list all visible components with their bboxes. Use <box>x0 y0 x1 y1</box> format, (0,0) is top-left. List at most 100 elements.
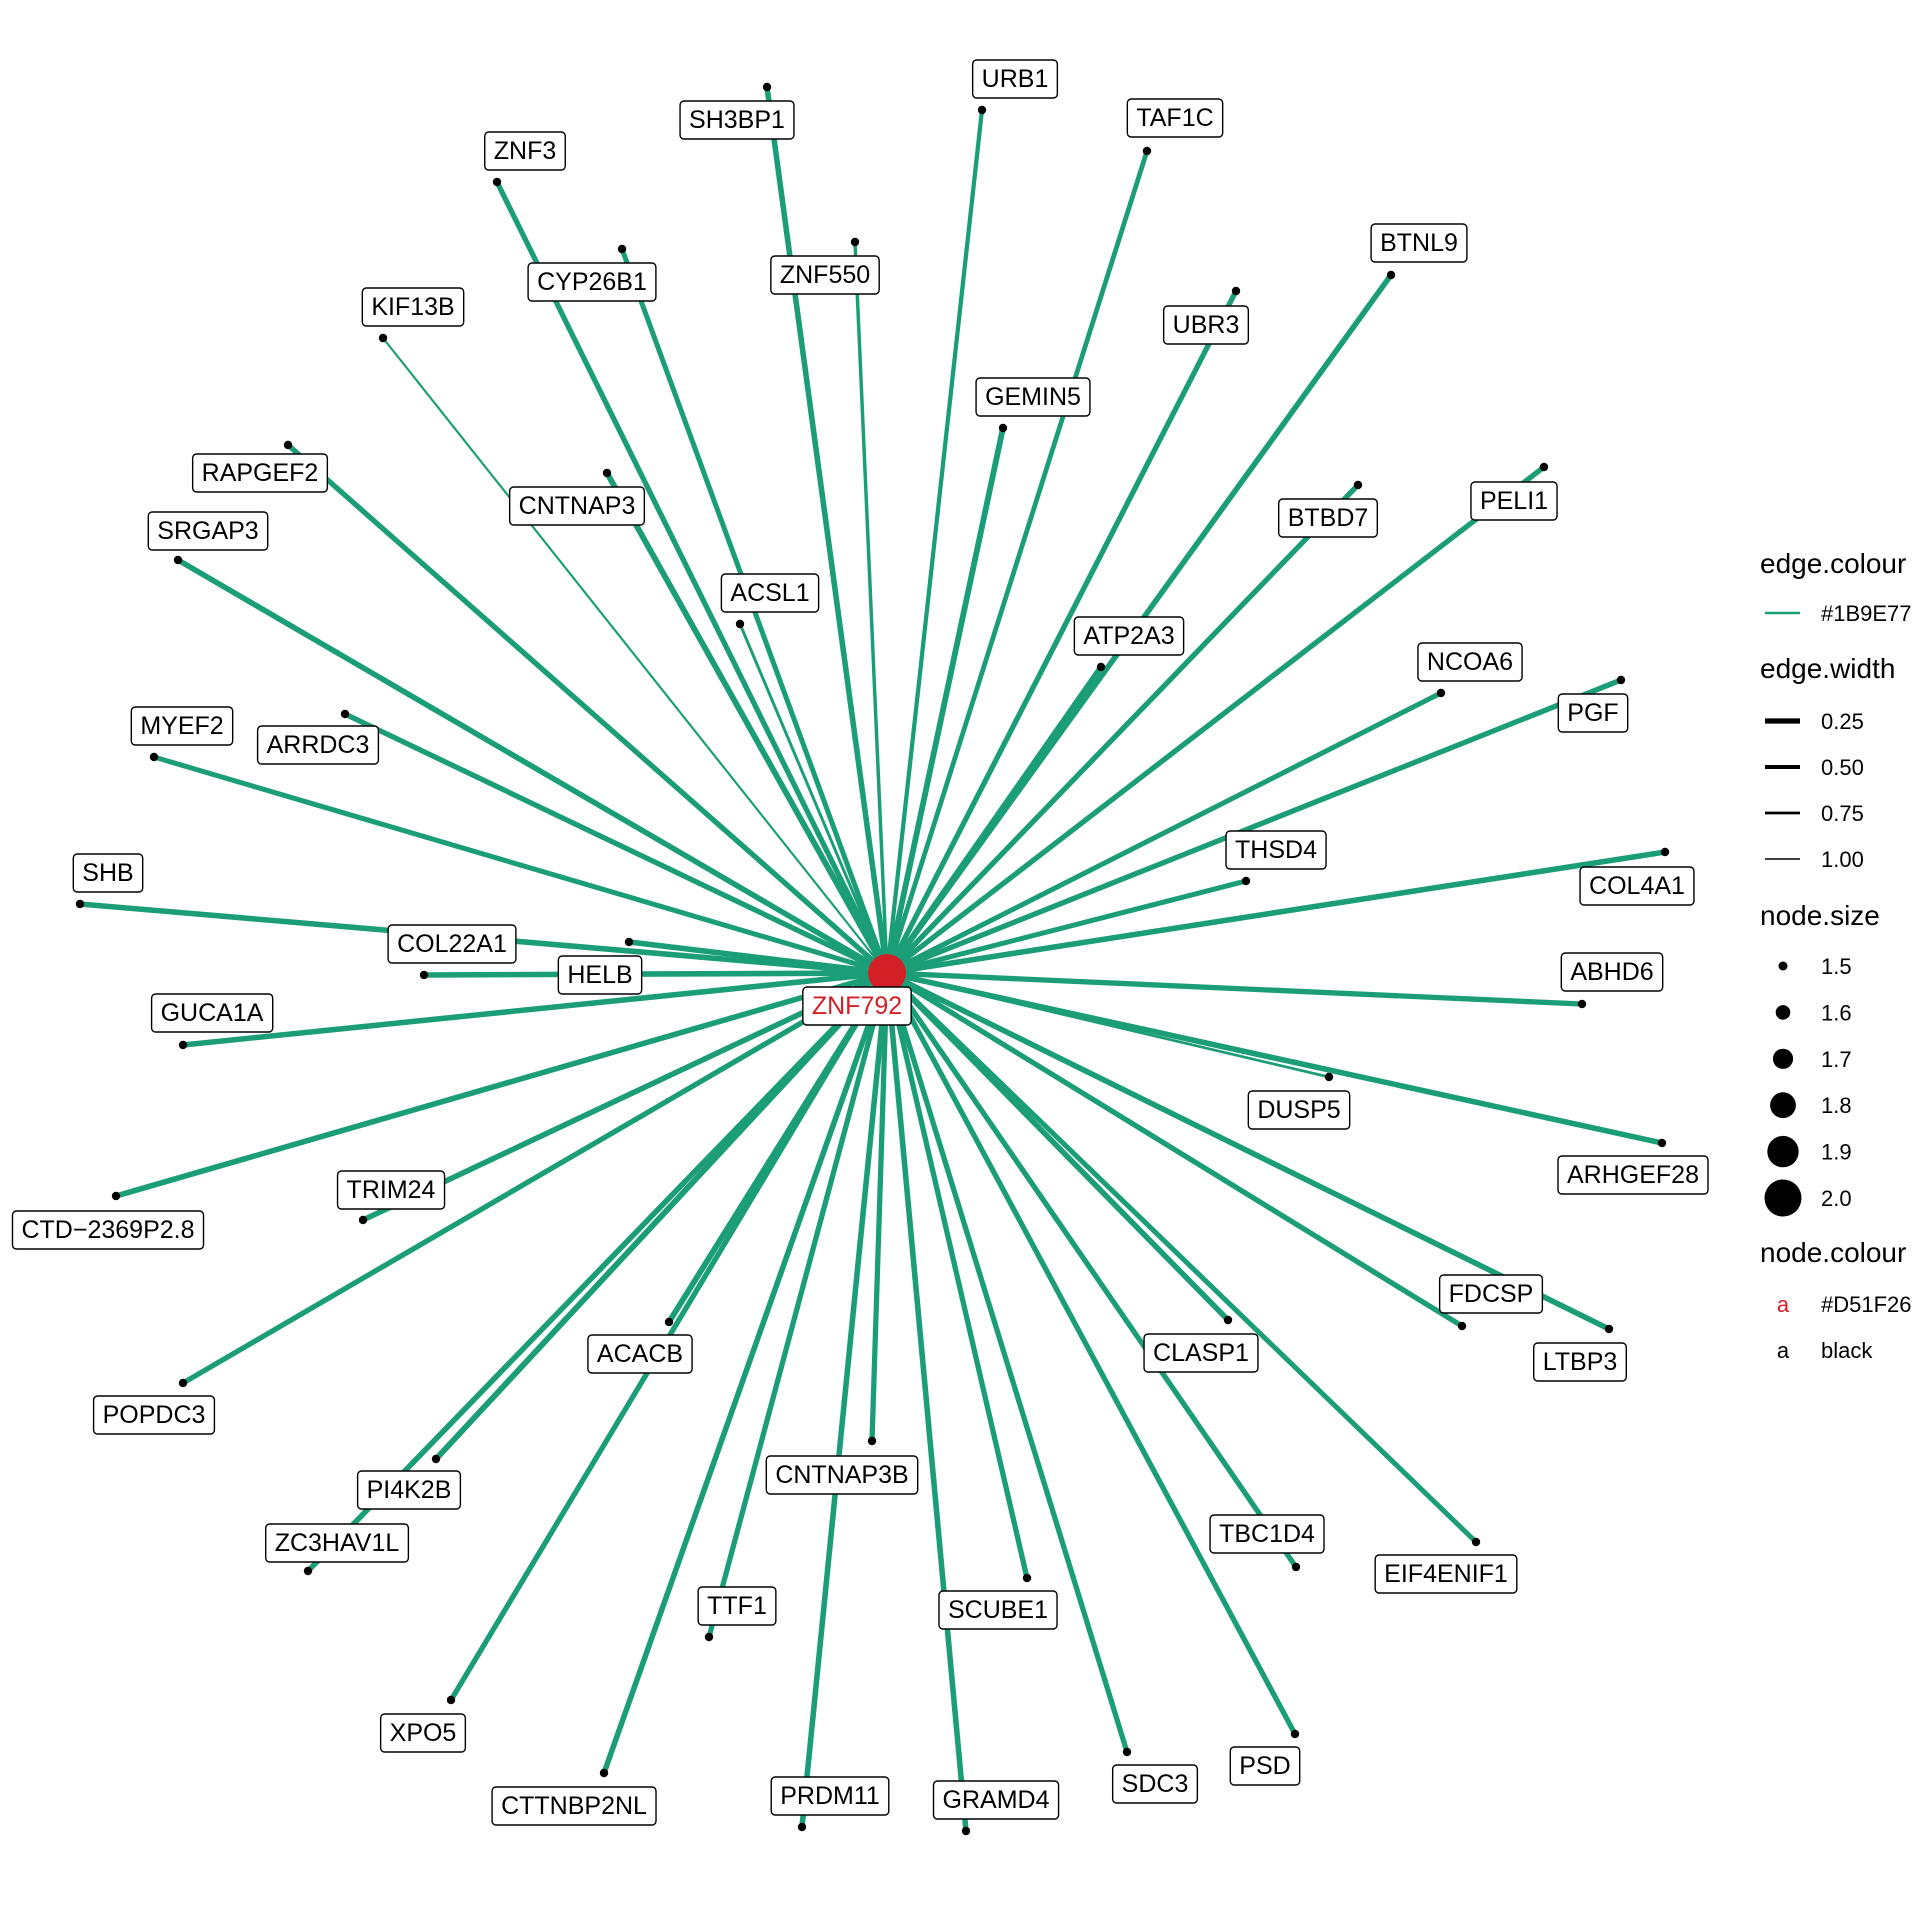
node-label-box <box>1557 1155 1709 1195</box>
node-label-box <box>11 1210 205 1250</box>
node-label-text: COL22A1 <box>397 930 507 958</box>
node-label-text: CNTNAP3 <box>519 492 636 520</box>
node-label-box <box>679 100 795 140</box>
node-label-text: GRAMD4 <box>943 1786 1050 1814</box>
node-cyp26b1 <box>617 244 627 254</box>
node-label-text: EIF4ENIF1 <box>1384 1560 1508 1588</box>
node-label-box <box>256 725 380 765</box>
node-label-box <box>92 1395 216 1435</box>
node-xpo5 <box>446 1695 456 1705</box>
node-myef2 <box>149 752 159 762</box>
node-label-text: POPDC3 <box>103 1401 206 1429</box>
legend-label-node-colour: black <box>1821 1338 1873 1363</box>
node-label-box <box>72 853 144 893</box>
node-label-text: CTTNBP2NL <box>501 1792 647 1820</box>
node-cntnap3b <box>867 1436 877 1446</box>
legend-label-node-size: 1.7 <box>1821 1047 1852 1072</box>
node-label-box <box>975 377 1091 417</box>
edge-ttf1 <box>706 972 890 1638</box>
node-label-peli1: PELI1 <box>1470 481 1558 521</box>
edge-atp2a3 <box>884 665 1104 975</box>
node-thsd4 <box>1241 876 1251 886</box>
edge-peli1 <box>885 464 1546 976</box>
node-label-box <box>1560 952 1664 992</box>
node-label-text: ACACB <box>597 1340 683 1368</box>
node-label-text: PGF <box>1567 699 1618 727</box>
node-rapgef2 <box>283 440 293 450</box>
node-label-thsd4: THSD4 <box>1225 830 1327 870</box>
node-label-text: PI4K2B <box>367 1476 452 1504</box>
node-psd <box>1290 1729 1300 1739</box>
node-acacb <box>664 1317 674 1327</box>
legend-key-node-size <box>1778 961 1788 971</box>
node-label-box <box>770 255 880 295</box>
node-label-text: ZC3HAV1L <box>275 1529 400 1557</box>
edge-fdcsp <box>885 970 1464 1329</box>
legend-title-edge-colour: edge.colour <box>1760 548 1906 579</box>
node-label-gramd4: GRAMD4 <box>932 1780 1060 1820</box>
node-label-sh3bp1: SH3BP1 <box>679 100 795 140</box>
edge-helb <box>423 970 888 978</box>
edge-cntnap3 <box>604 471 890 975</box>
node-label-text: TRIM24 <box>347 1176 436 1204</box>
node-label-abhd6: ABHD6 <box>1560 952 1664 992</box>
node-popdc3 <box>178 1378 188 1388</box>
node-tbc1d4 <box>1291 1562 1301 1572</box>
node-label-rapgef2: RAPGEF2 <box>191 453 329 493</box>
node-label-text: UBR3 <box>1173 311 1240 339</box>
edge-popdc3 <box>181 970 889 1386</box>
hub-label-box <box>802 986 912 1026</box>
node-label-text: SHB <box>82 859 133 887</box>
node-label-shb: SHB <box>72 853 144 893</box>
node-trim24 <box>358 1215 368 1225</box>
edge-znf3 <box>494 180 890 975</box>
node-fdcsp <box>1457 1321 1467 1331</box>
node-cntnap3 <box>602 468 612 478</box>
node-label-tbc1d4: TBC1D4 <box>1209 1514 1325 1554</box>
node-label-scube1: SCUBE1 <box>938 1590 1058 1630</box>
node-label-text: PELI1 <box>1480 487 1548 515</box>
legend-key-node-colour: a <box>1777 1338 1790 1363</box>
node-znf3 <box>492 177 502 187</box>
node-pgf <box>1616 675 1626 685</box>
node-label-box <box>1533 1342 1627 1382</box>
node-label-text: ACSL1 <box>730 579 809 607</box>
node-label-gemin5: GEMIN5 <box>975 377 1091 417</box>
node-label-arhgef28: ARHGEF28 <box>1557 1155 1709 1195</box>
edge-pgf <box>886 677 1622 976</box>
legend-label-node-colour: #D51F26 <box>1821 1292 1912 1317</box>
legend-key-node-size <box>1767 1135 1799 1168</box>
node-ltbp3 <box>1604 1324 1614 1334</box>
node-label-box <box>938 1590 1058 1630</box>
node-sh3bp1 <box>762 82 772 92</box>
node-label-box <box>557 955 643 995</box>
node-guca1a <box>178 1040 188 1050</box>
legend-title-node-colour: node.colour <box>1760 1237 1906 1268</box>
node-label-acacb: ACACB <box>587 1334 693 1374</box>
node-label-zc3hav1l: ZC3HAV1L <box>265 1523 410 1563</box>
legend-node-colour: node.colour a #D51F26 a black <box>1760 1237 1912 1363</box>
node-label-box <box>1370 223 1468 263</box>
node-label-guca1a: GUCA1A <box>150 993 274 1033</box>
node-label-text: DUSP5 <box>1257 1096 1340 1124</box>
node-ttf1 <box>704 1632 714 1642</box>
edge-sh3bp1 <box>764 86 890 974</box>
legend-key-node-size <box>1775 1005 1791 1020</box>
node-label-box <box>1438 1274 1544 1314</box>
node-sdc3 <box>1122 1747 1132 1757</box>
node-label-znf550: ZNF550 <box>770 255 880 295</box>
node-label-urb1: URB1 <box>971 59 1059 99</box>
node-helb <box>419 970 429 980</box>
node-label-text: BTNL9 <box>1380 229 1458 257</box>
node-label-box <box>361 287 465 327</box>
node-label-text: MYEF2 <box>140 712 223 740</box>
node-label-box <box>971 59 1059 99</box>
node-urb1 <box>977 105 987 115</box>
node-label-text: SDC3 <box>1122 1770 1189 1798</box>
node-label-box <box>150 993 274 1033</box>
node-zc3hav1l <box>303 1566 313 1576</box>
legend-label-edge-colour: #1B9E77 <box>1821 601 1912 626</box>
node-label-text: CYP26B1 <box>537 268 647 296</box>
node-label-eif4enif1: EIF4ENIF1 <box>1374 1554 1518 1594</box>
node-label-text: BTBD7 <box>1288 504 1369 532</box>
